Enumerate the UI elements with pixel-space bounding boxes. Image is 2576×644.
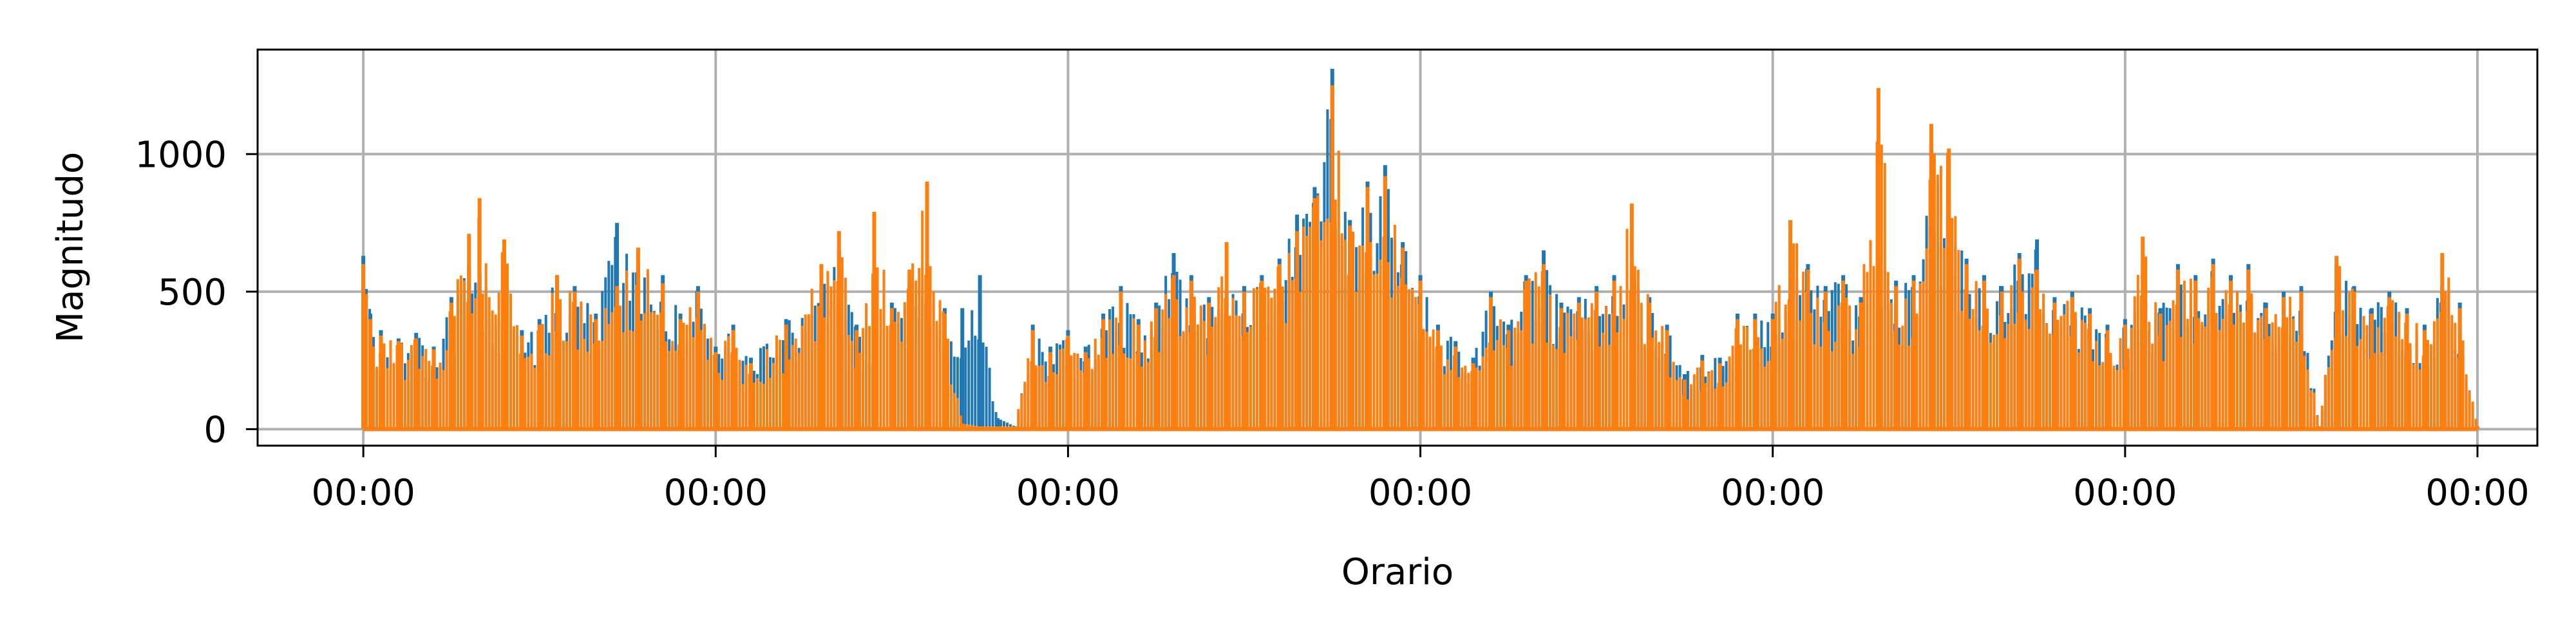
x-tick-label: 00:00 (1721, 472, 1824, 514)
series-2 (361, 85, 2479, 431)
y-tick-label: 500 (158, 272, 227, 314)
x-axis-label: Orario (1341, 551, 1454, 593)
series-layer (361, 68, 2479, 431)
y-tick-label: 0 (204, 409, 227, 451)
y-axis: 0 500 1000 (135, 134, 258, 451)
x-tick-label: 00:00 (664, 472, 768, 514)
x-tick-label: 00:00 (2425, 472, 2529, 514)
x-tick-label: 00:00 (2073, 472, 2177, 514)
y-axis-label: Magnitudo (50, 152, 91, 343)
x-axis: 00:00 00:00 00:00 00:00 00:00 00:00 00:00 (311, 446, 2530, 514)
y-tick-label: 1000 (135, 134, 227, 176)
x-tick-label: 00:00 (1016, 472, 1120, 514)
x-tick-label: 00:00 (1368, 472, 1472, 514)
x-tick-label: 00:00 (311, 472, 415, 514)
plot-frame (256, 48, 2539, 447)
